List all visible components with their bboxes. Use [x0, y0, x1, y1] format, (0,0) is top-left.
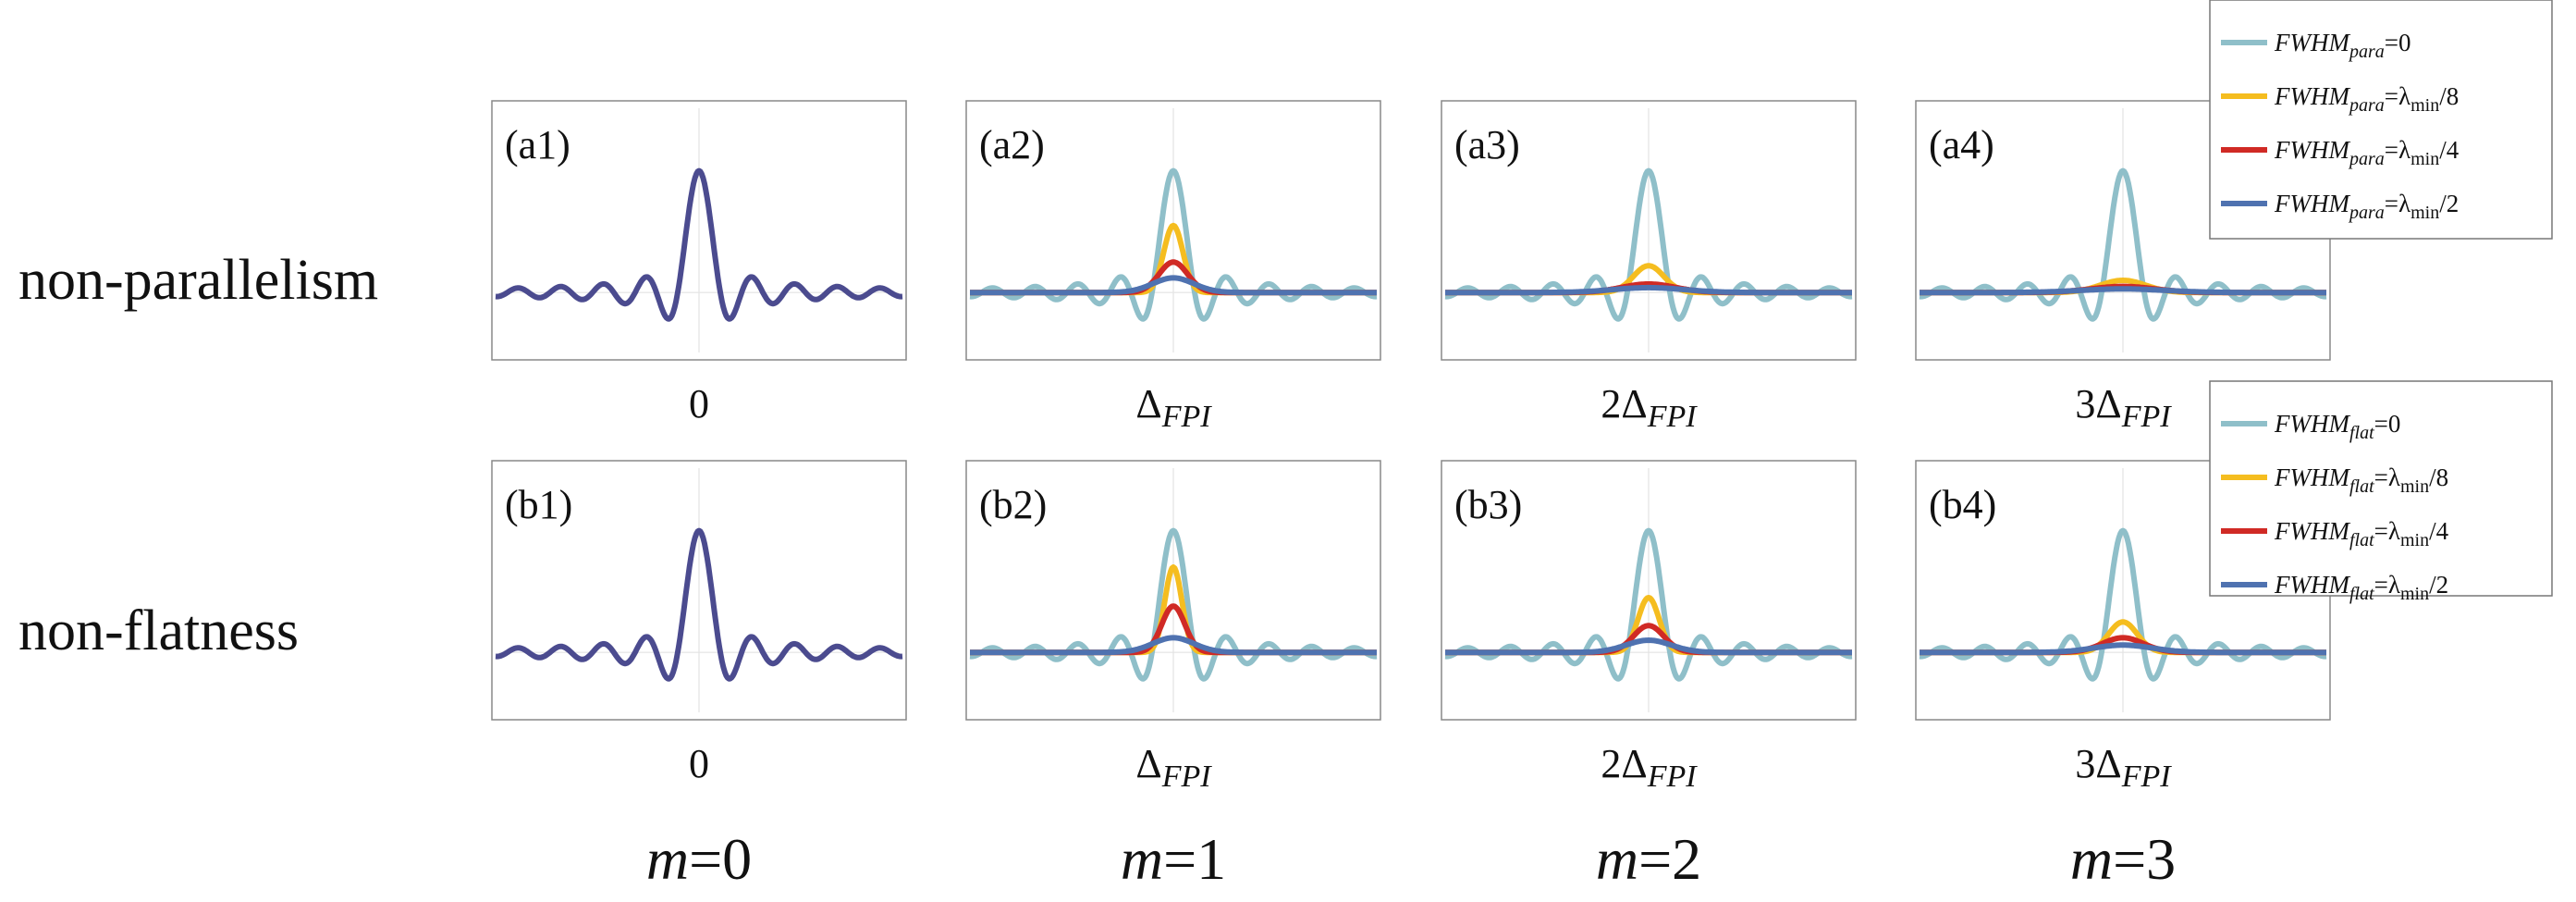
legend: FWHMflat=0 FWHMflat=λmin/8 FWHMflat=λmin/4…: [2209, 380, 2553, 604]
panel-b1: (b1) 0: [491, 460, 907, 786]
column-label: m=3: [2070, 826, 2176, 892]
legend: FWHMpara=0 FWHMpara=λmin/8 FWHMpara=λmin/4…: [2209, 0, 2553, 240]
legend-entry: FWHMpara=λmin/2: [2274, 190, 2459, 223]
panel-xlabel: ΔFPI: [1135, 381, 1212, 434]
series-line-0: [1443, 167, 1854, 322]
legend-entry: FWHMflat=λmin/8: [2274, 463, 2448, 497]
column-label: m=0: [646, 826, 752, 892]
panel-xlabel: 2ΔFPI: [1601, 381, 1698, 434]
series-line-0: [968, 167, 1379, 322]
panel-xlabel: 2ΔFPI: [1601, 741, 1698, 794]
series-line: [494, 527, 904, 682]
legend-frame: [2209, 380, 2553, 597]
panel-label: (a2): [979, 122, 1045, 167]
series-line-0: [1918, 527, 2328, 682]
panel-label: (a3): [1454, 122, 1520, 167]
panel-xlabel: 0: [689, 741, 709, 786]
panel-label: (b3): [1454, 482, 1522, 527]
legend-entry: FWHMpara=λmin/4: [2274, 136, 2459, 169]
series-line-λmin/2: [1443, 637, 1854, 656]
panel-label: (a1): [505, 122, 570, 167]
panel-xlabel: 0: [689, 381, 709, 426]
panel-label: (b4): [1929, 482, 1996, 527]
series-line-0: [1443, 527, 1854, 682]
panel-a3: (a3) 2ΔFPI: [1441, 100, 1857, 434]
panel-label: (a4): [1929, 122, 1994, 167]
series-line-0: [968, 527, 1379, 682]
series-line: [494, 167, 904, 322]
series-line-0: [1918, 167, 2328, 322]
series-line-λmin/2: [968, 275, 1379, 296]
panel-b2: (b2) ΔFPI: [965, 460, 1381, 794]
panel-xlabel: 3ΔFPI: [2075, 741, 2172, 794]
legend-entry: FWHMpara=0: [2274, 29, 2411, 62]
column-label: m=1: [1121, 826, 1226, 892]
panel-xlabel: ΔFPI: [1135, 741, 1212, 794]
series-line-λmin/2: [1918, 286, 2328, 296]
panel-b3: (b3) 2ΔFPI: [1441, 460, 1857, 794]
series-line-λmin/2: [1443, 284, 1854, 296]
row-label: non-flatness: [18, 599, 299, 662]
series-line-λmin/2: [968, 635, 1379, 656]
legend-entry: FWHMflat=λmin/4: [2274, 517, 2449, 550]
legend-entry: FWHMflat=0: [2274, 410, 2400, 443]
column-label: m=2: [1596, 826, 1701, 892]
panel-label: (b1): [505, 482, 572, 527]
legend-entry: FWHMflat=λmin/2: [2274, 571, 2448, 604]
series-line-λmin/2: [1918, 642, 2328, 656]
panel-a2: (a2) ΔFPI: [965, 100, 1381, 434]
panel-label: (b2): [979, 482, 1047, 527]
panel-xlabel: 3ΔFPI: [2075, 381, 2172, 434]
row-label: non-parallelism: [18, 249, 378, 312]
legend-entry: FWHMpara=λmin/8: [2274, 82, 2459, 116]
panel-a1: (a1) 0: [491, 100, 907, 426]
